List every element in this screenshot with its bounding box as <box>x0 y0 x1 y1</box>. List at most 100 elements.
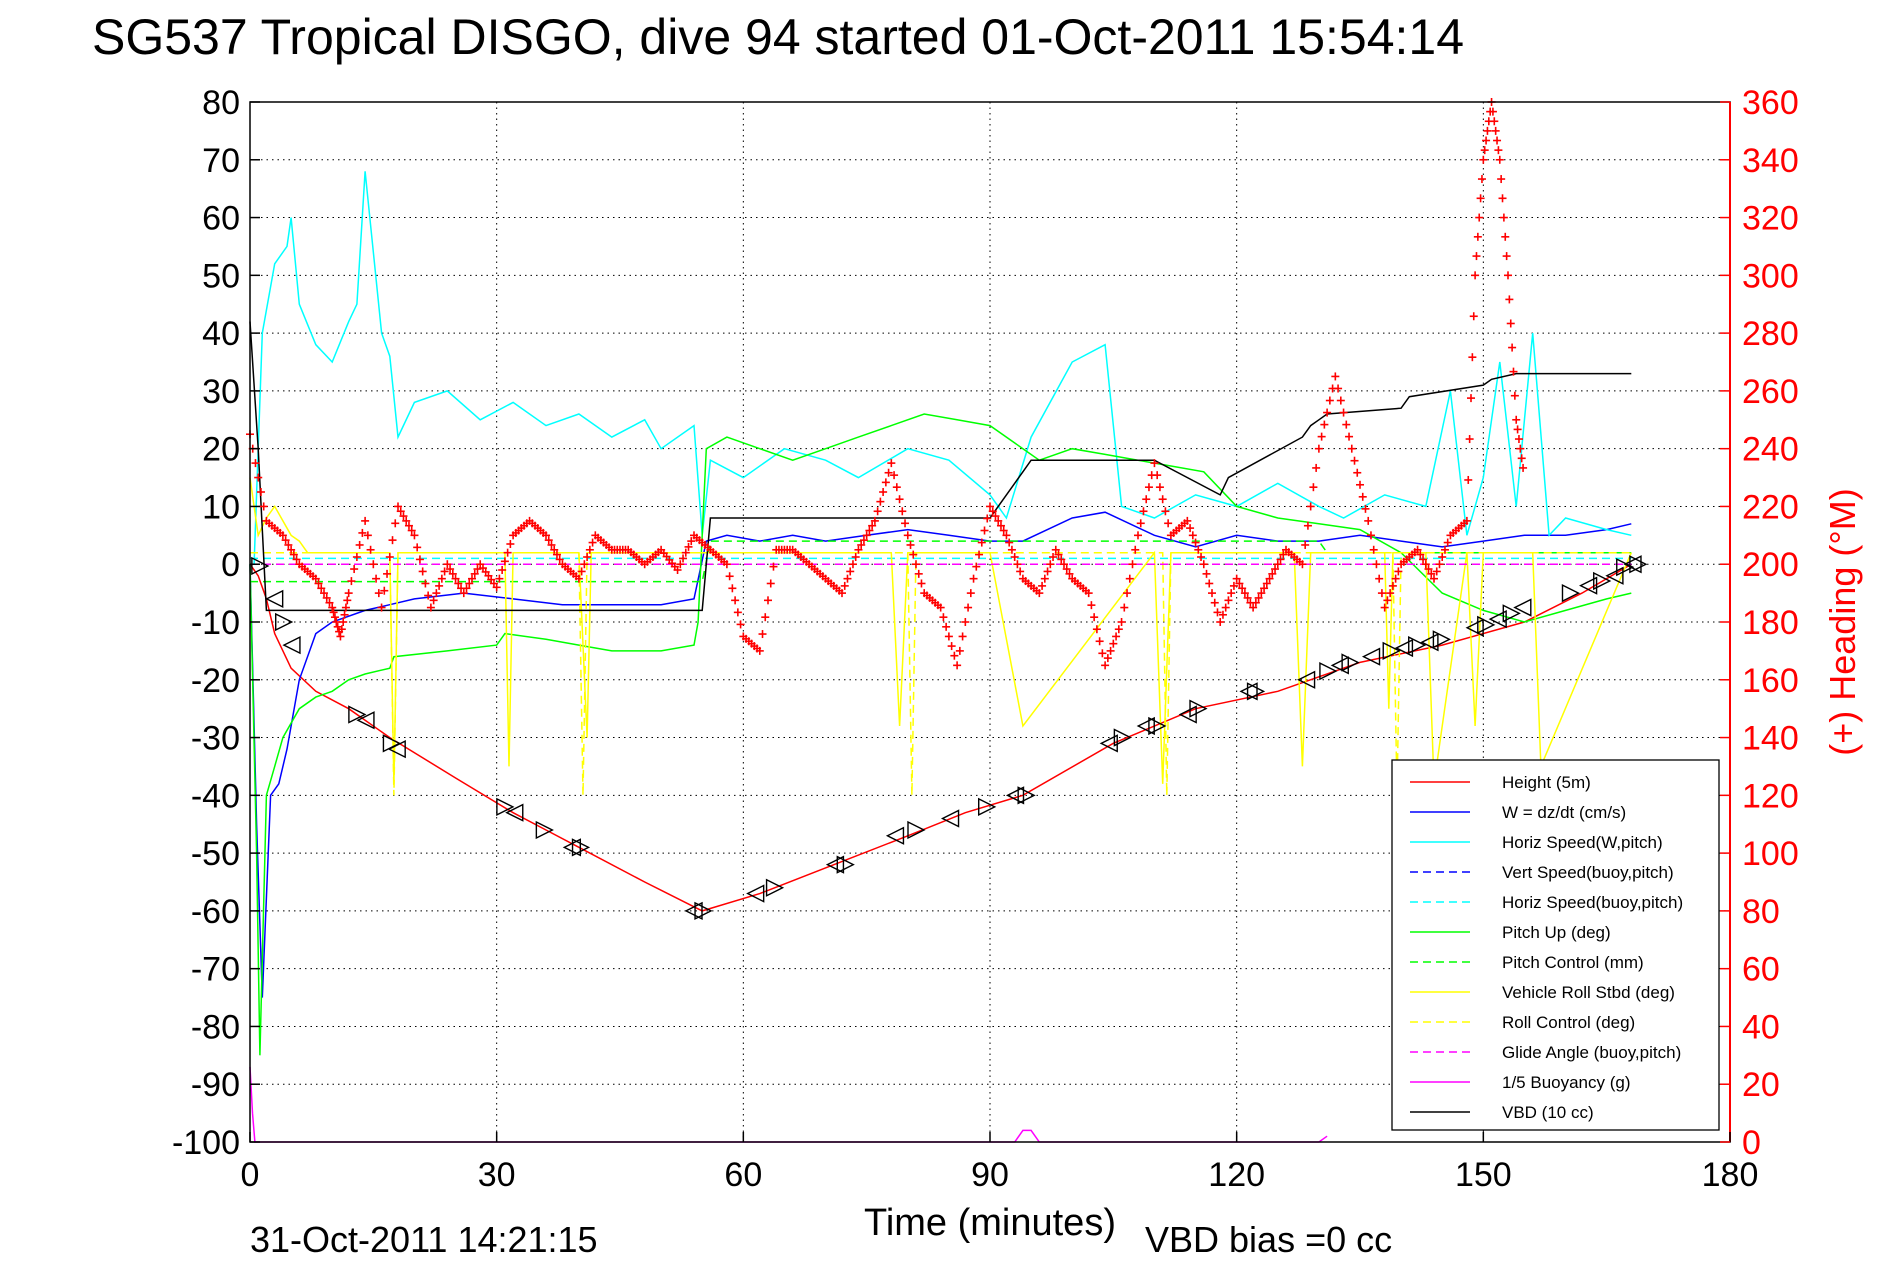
heading-point <box>1254 593 1263 602</box>
heading-point <box>881 478 890 487</box>
heading-point <box>552 550 561 559</box>
heading-point <box>1262 579 1271 588</box>
triangle-marker <box>1408 635 1427 655</box>
heading-point <box>337 625 346 634</box>
heading-point <box>1356 480 1364 489</box>
heading-point <box>329 608 338 617</box>
y2-tick-label: 340 <box>1742 142 1799 180</box>
heading-point <box>399 512 408 521</box>
triangle-marker <box>1502 604 1521 623</box>
heading-point <box>328 603 337 612</box>
series-line <box>253 171 1632 565</box>
triangle-marker <box>1477 615 1496 635</box>
heading-point <box>1186 524 1195 533</box>
y-tick-label: -70 <box>191 951 240 989</box>
y-tick-label: 10 <box>202 488 240 526</box>
heading-point <box>332 618 341 626</box>
heading-point <box>1260 584 1269 593</box>
heading-point <box>547 540 556 549</box>
triangle-marker <box>765 878 785 897</box>
heading-point <box>1501 232 1510 241</box>
heading-point <box>1227 589 1236 598</box>
heading-point <box>1502 252 1511 261</box>
heading-point <box>1013 560 1022 569</box>
heading-point <box>1191 538 1200 547</box>
heading-point <box>259 502 268 511</box>
y2-tick-label: 220 <box>1742 488 1799 526</box>
heading-point <box>903 531 912 540</box>
heading-point <box>333 622 342 631</box>
heading-point <box>909 550 918 559</box>
heading-point <box>1499 213 1508 222</box>
heading-point <box>673 566 682 574</box>
series-line <box>249 413 1632 1056</box>
triangle-marker <box>1561 583 1581 603</box>
heading-point <box>1016 567 1025 576</box>
heading-point <box>355 540 364 549</box>
heading-point <box>1062 565 1071 574</box>
heading-point <box>684 542 693 551</box>
heading-point <box>758 630 767 639</box>
triangle-marker <box>1296 670 1316 689</box>
heading-point <box>1273 560 1282 569</box>
heading-point <box>1391 574 1400 583</box>
y2-tick-label: 60 <box>1742 951 1780 989</box>
heading-point <box>278 531 287 540</box>
heading-point <box>1303 521 1312 530</box>
triangle-marker <box>1488 609 1507 629</box>
triangle-marker <box>1513 598 1532 617</box>
heading-point <box>577 567 586 576</box>
y2-tick-label: 300 <box>1742 257 1799 295</box>
heading-point <box>898 507 907 516</box>
heading-point <box>1208 589 1216 598</box>
heading-point <box>961 618 970 626</box>
heading-point <box>372 574 381 583</box>
heading-point <box>876 497 885 506</box>
footer-date: 31-Oct-2011 14:21:15 <box>250 1219 598 1260</box>
heading-point <box>977 538 986 547</box>
triangle-marker <box>1246 682 1266 701</box>
heading-point <box>1430 574 1438 583</box>
triangle-marker <box>1629 555 1648 574</box>
heading-point <box>380 586 389 595</box>
series-line <box>250 540 1632 583</box>
y2-tick-label: 320 <box>1742 200 1799 238</box>
heading-point <box>848 560 857 569</box>
heading-point <box>500 557 509 566</box>
y-tick-label: -50 <box>191 835 240 873</box>
x-tick-label: 30 <box>478 1156 516 1194</box>
heading-point <box>1136 519 1145 528</box>
triangle-marker <box>825 855 845 874</box>
heading-point <box>284 540 293 549</box>
heading-point <box>950 651 959 660</box>
heading-point <box>1467 394 1475 403</box>
triangle-marker <box>1239 682 1258 701</box>
heading-point <box>1479 155 1488 164</box>
heading-point <box>340 610 349 619</box>
heading-point <box>873 507 882 516</box>
y2-axis-ticks: 3603403203002802602402202001801601401201… <box>1720 84 1799 1162</box>
triangle-marker <box>1341 653 1360 672</box>
heading-point <box>317 584 326 593</box>
heading-point <box>1386 589 1395 598</box>
heading-point <box>1306 502 1315 511</box>
heading-point <box>1213 608 1222 617</box>
y-tick-label: 30 <box>202 373 240 411</box>
heading-point <box>292 555 301 564</box>
x-tick-label: 90 <box>971 1156 1009 1194</box>
heading-point <box>470 569 479 578</box>
heading-point <box>1493 136 1502 145</box>
heading-point <box>1369 545 1378 554</box>
heading-point <box>503 548 512 557</box>
heading-point <box>1353 468 1362 477</box>
heading-point <box>358 528 367 537</box>
y-tick-label: 20 <box>202 431 240 469</box>
heading-point <box>1477 175 1486 184</box>
y2-tick-label: 360 <box>1742 84 1799 122</box>
y-tick-label: 80 <box>202 84 240 122</box>
heading-point <box>1495 155 1504 164</box>
heading-point <box>322 593 331 602</box>
legend-label: 1/5 Buoyancy (g) <box>1502 1073 1631 1092</box>
heading-point <box>1301 540 1310 549</box>
